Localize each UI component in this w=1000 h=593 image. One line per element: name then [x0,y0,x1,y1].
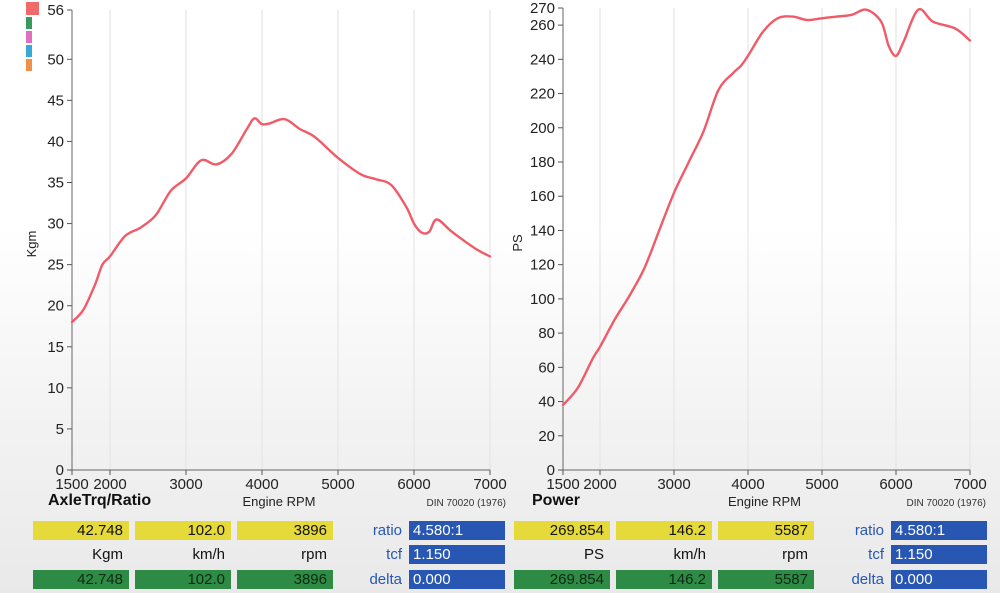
x-tick-label: 4000 [731,476,764,493]
y-tick-label: 40 [538,394,555,411]
tcf-label: tcf [386,546,402,563]
speed-delta: 146.2 [616,570,712,589]
x-tick-label: 2000 [93,476,126,493]
y-tick-label: 180 [530,154,555,171]
x-tick-label: 1500 [546,476,579,493]
torque-unit: Kgm [92,546,123,563]
ratio-field[interactable]: 4.580:1 [409,521,505,540]
y-tick-label: 260 [530,17,555,34]
x-axis-label: Engine RPM [728,494,801,509]
y-tick-label: 240 [530,51,555,68]
torque-value: 42.748 [33,521,129,540]
speed-unit: km/h [192,546,225,563]
y-tick-label: 56 [47,2,64,19]
power-delta: 269.854 [514,570,610,589]
ratio-field[interactable]: 4.580:1 [891,521,987,540]
speed-unit: km/h [673,546,706,563]
tcf-field[interactable]: 1.150 [409,545,505,564]
rpm-value: 3896 [237,521,333,540]
y-tick-label: 45 [47,92,64,109]
y-tick-label: 160 [530,188,555,205]
y-tick-label: 0 [547,462,555,479]
speed-delta: 102.0 [135,570,231,589]
y-tick-label: 15 [47,339,64,356]
speed-value: 102.0 [135,521,231,540]
legend-swatch-2[interactable] [26,17,32,29]
rpm-unit: rpm [782,546,808,563]
y-axis-label: Kgm [24,231,39,258]
chart-power: 1500 2000 3000 4000 5000 6000 7000 0 20 40 60 80 100… [510,0,987,509]
series-line-power [561,7,972,407]
x-tick-label: 3000 [169,476,202,493]
power-unit: PS [583,546,604,563]
tcf-field[interactable]: 1.150 [891,545,987,564]
delta-label: delta [851,571,884,588]
y-tick-label: 5 [56,421,64,438]
y-tick-label: 50 [47,51,64,68]
tcf-label: tcf [868,546,884,563]
rpm-unit: rpm [301,546,327,563]
x-tick-label: 6000 [397,476,430,493]
y-tick-label: 100 [530,291,555,308]
y-tick-label: 220 [530,86,555,103]
x-tick-label: 4000 [245,476,278,493]
y-tick-label: 200 [530,120,555,137]
y-tick-label: 25 [47,257,64,274]
rpm-delta: 5587 [718,570,814,589]
x-tick-label: 5000 [321,476,354,493]
delta-field[interactable]: 0.000 [409,570,505,589]
power-value: 269.854 [514,521,610,540]
x-tick-label: 3000 [657,476,690,493]
y-tick-label: 0 [56,462,64,479]
chart-torque: 1500 2000 3000 4000 5000 6000 7000 0 5 10 15 20 25 30… [24,2,507,509]
x-tick-label: 2000 [583,476,616,493]
y-tick-label: 10 [47,380,64,397]
speed-value: 146.2 [616,521,712,540]
y-tick-label: 35 [47,175,64,192]
y-tick-label: 60 [538,359,555,376]
ratio-label: ratio [854,522,884,539]
ratio-label: ratio [372,522,402,539]
y-tick-label: 40 [47,133,64,150]
y-tick-label: 20 [538,428,555,445]
x-tick-label: 5000 [805,476,838,493]
y-axis-label: PS [510,234,525,252]
x-tick-label: 7000 [953,476,986,493]
y-tick-label: 270 [530,0,555,17]
delta-field[interactable]: 0.000 [891,570,987,589]
legend-swatch-5[interactable] [26,59,32,71]
x-tick-label: 6000 [879,476,912,493]
x-tick-label: 7000 [473,476,506,493]
y-tick-label: 140 [530,222,555,239]
legend-swatch-1[interactable] [26,2,39,15]
y-tick-label: 20 [47,298,64,315]
y-tick-label: 120 [530,257,555,274]
x-tick-label: 1500 [55,476,88,493]
x-axis-label: Engine RPM [243,494,316,509]
y-tick-label: 30 [47,216,64,233]
series-line-torque [70,117,492,324]
standard-note: DIN 70020 (1976) [427,498,507,509]
legend-swatch-3[interactable] [26,31,32,43]
delta-label: delta [369,571,402,588]
standard-note: DIN 70020 (1976) [907,498,987,509]
panel-title-power: Power [532,492,581,509]
torque-delta: 42.748 [33,570,129,589]
rpm-delta: 3896 [237,570,333,589]
y-tick-label: 80 [538,325,555,342]
rpm-value: 5587 [718,521,814,540]
panel-title-torque: AxleTrq/Ratio [48,492,152,509]
legend-swatch-4[interactable] [26,45,32,57]
